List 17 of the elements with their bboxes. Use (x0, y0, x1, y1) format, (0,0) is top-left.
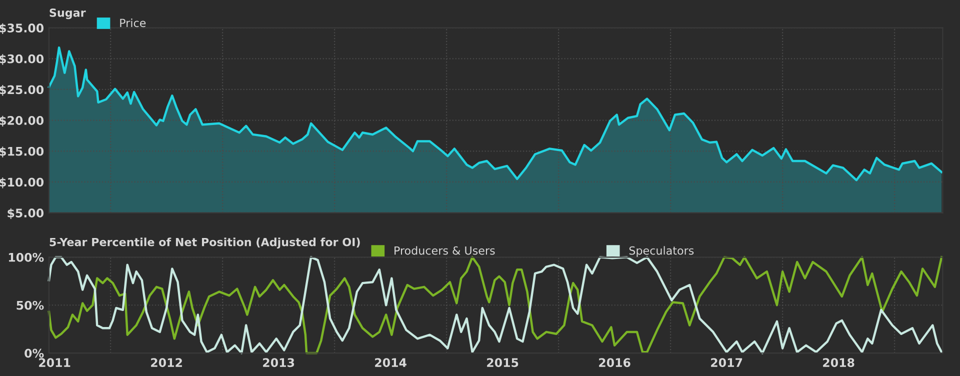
y-tick-label: 0% (24, 348, 44, 358)
y-tick-label: 50% (16, 300, 44, 310)
chart-title: 5-Year Percentile of Net Position (Adjusted for OI) (50, 238, 360, 248)
x-tick-label: 2011 (39, 358, 70, 368)
legend-label: Producers & Users (394, 246, 495, 255)
legend-label: Speculators (629, 246, 694, 257)
x-tick-label: 2012 (151, 358, 182, 368)
x-tick-label: 2017 (711, 358, 742, 368)
x-tick-label: 2013 (263, 358, 294, 368)
x-tick-label: 2018 (823, 358, 854, 368)
x-tick-label: 2014 (375, 358, 406, 368)
legend-label: Price (120, 18, 146, 28)
y-tick-label: $5.00 (8, 208, 44, 220)
chart-title: Sugar (50, 8, 86, 20)
x-tick-label: 2016 (599, 358, 630, 368)
y-tick-label: 100% (8, 252, 44, 262)
x-tick-label: 2015 (487, 358, 518, 368)
